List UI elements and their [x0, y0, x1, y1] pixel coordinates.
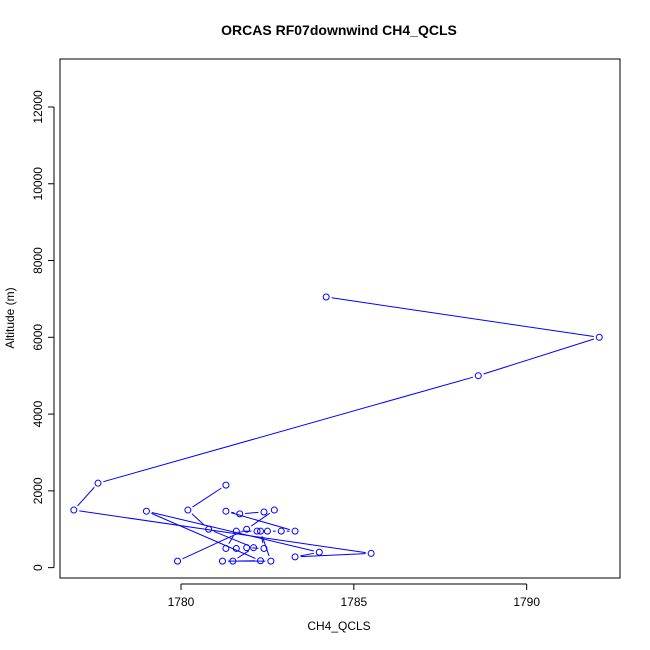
data-point — [222, 507, 230, 515]
chart-title: ORCAS RF07downwind CH4_QCLS — [221, 22, 457, 38]
data-point — [184, 506, 192, 514]
x-axis-label: CH4_QCLS — [307, 619, 370, 633]
data-point — [291, 527, 299, 535]
data-point — [174, 557, 182, 565]
series-segment — [237, 550, 250, 559]
series-segment — [213, 530, 249, 547]
series-lines — [77, 297, 595, 562]
plot-area — [59, 58, 621, 579]
y-tick-label: 4000 — [31, 400, 45, 427]
data-point — [70, 506, 78, 514]
data-point — [260, 544, 268, 552]
data-point — [232, 527, 240, 535]
data-point — [250, 544, 258, 552]
series-segment — [300, 552, 314, 557]
y-tick-label: 10000 — [31, 167, 45, 201]
y-axis: 0 2000 4000 6000 8000 10000 12000 — [31, 90, 55, 571]
series-segment — [103, 376, 474, 483]
data-point — [253, 527, 261, 535]
series-segment — [79, 510, 366, 554]
x-tick-label: 1785 — [340, 595, 367, 609]
series-segment — [231, 512, 290, 531]
y-axis-label: Altitude (m) — [3, 287, 17, 348]
data-point — [595, 333, 603, 341]
y-tick-label: 12000 — [31, 90, 45, 124]
data-point — [232, 544, 240, 552]
data-point — [256, 527, 264, 535]
series-segment — [483, 338, 595, 375]
data-point — [277, 527, 285, 535]
data-point — [243, 525, 251, 533]
y-tick-label: 6000 — [31, 324, 45, 351]
series-segment — [261, 536, 264, 544]
data-point — [270, 506, 278, 514]
data-point — [263, 527, 271, 535]
data-point — [243, 544, 251, 552]
series-segment — [77, 486, 95, 507]
series-segment — [231, 511, 235, 514]
data-point — [315, 548, 323, 556]
series-segment — [191, 513, 205, 526]
series-segment — [192, 487, 222, 508]
x-tick-label: 1780 — [168, 595, 195, 609]
data-point — [236, 510, 244, 518]
data-point — [222, 481, 230, 489]
series-segment — [182, 531, 242, 560]
data-point — [267, 557, 275, 565]
data-point — [94, 479, 102, 487]
series-points — [70, 293, 603, 565]
data-point — [367, 549, 375, 557]
series-segment — [331, 297, 594, 338]
series-segment — [151, 511, 315, 552]
data-point — [205, 525, 213, 533]
data-point — [256, 557, 264, 565]
data-point — [229, 557, 237, 565]
data-point — [218, 557, 226, 565]
y-tick-label: 0 — [31, 564, 45, 571]
x-tick-label: 1790 — [513, 595, 540, 609]
data-point — [474, 372, 482, 380]
data-point — [222, 544, 230, 552]
series-segment — [228, 535, 234, 544]
series-segment — [245, 511, 259, 514]
data-point — [291, 553, 299, 561]
series-segment — [250, 512, 271, 527]
data-point — [260, 508, 268, 516]
x-axis: 1780 1785 1790 — [168, 583, 540, 609]
data-point — [322, 293, 330, 301]
y-tick-label: 2000 — [31, 477, 45, 504]
series-segment — [300, 553, 366, 558]
y-tick-label: 8000 — [31, 247, 45, 274]
data-point — [142, 507, 150, 515]
